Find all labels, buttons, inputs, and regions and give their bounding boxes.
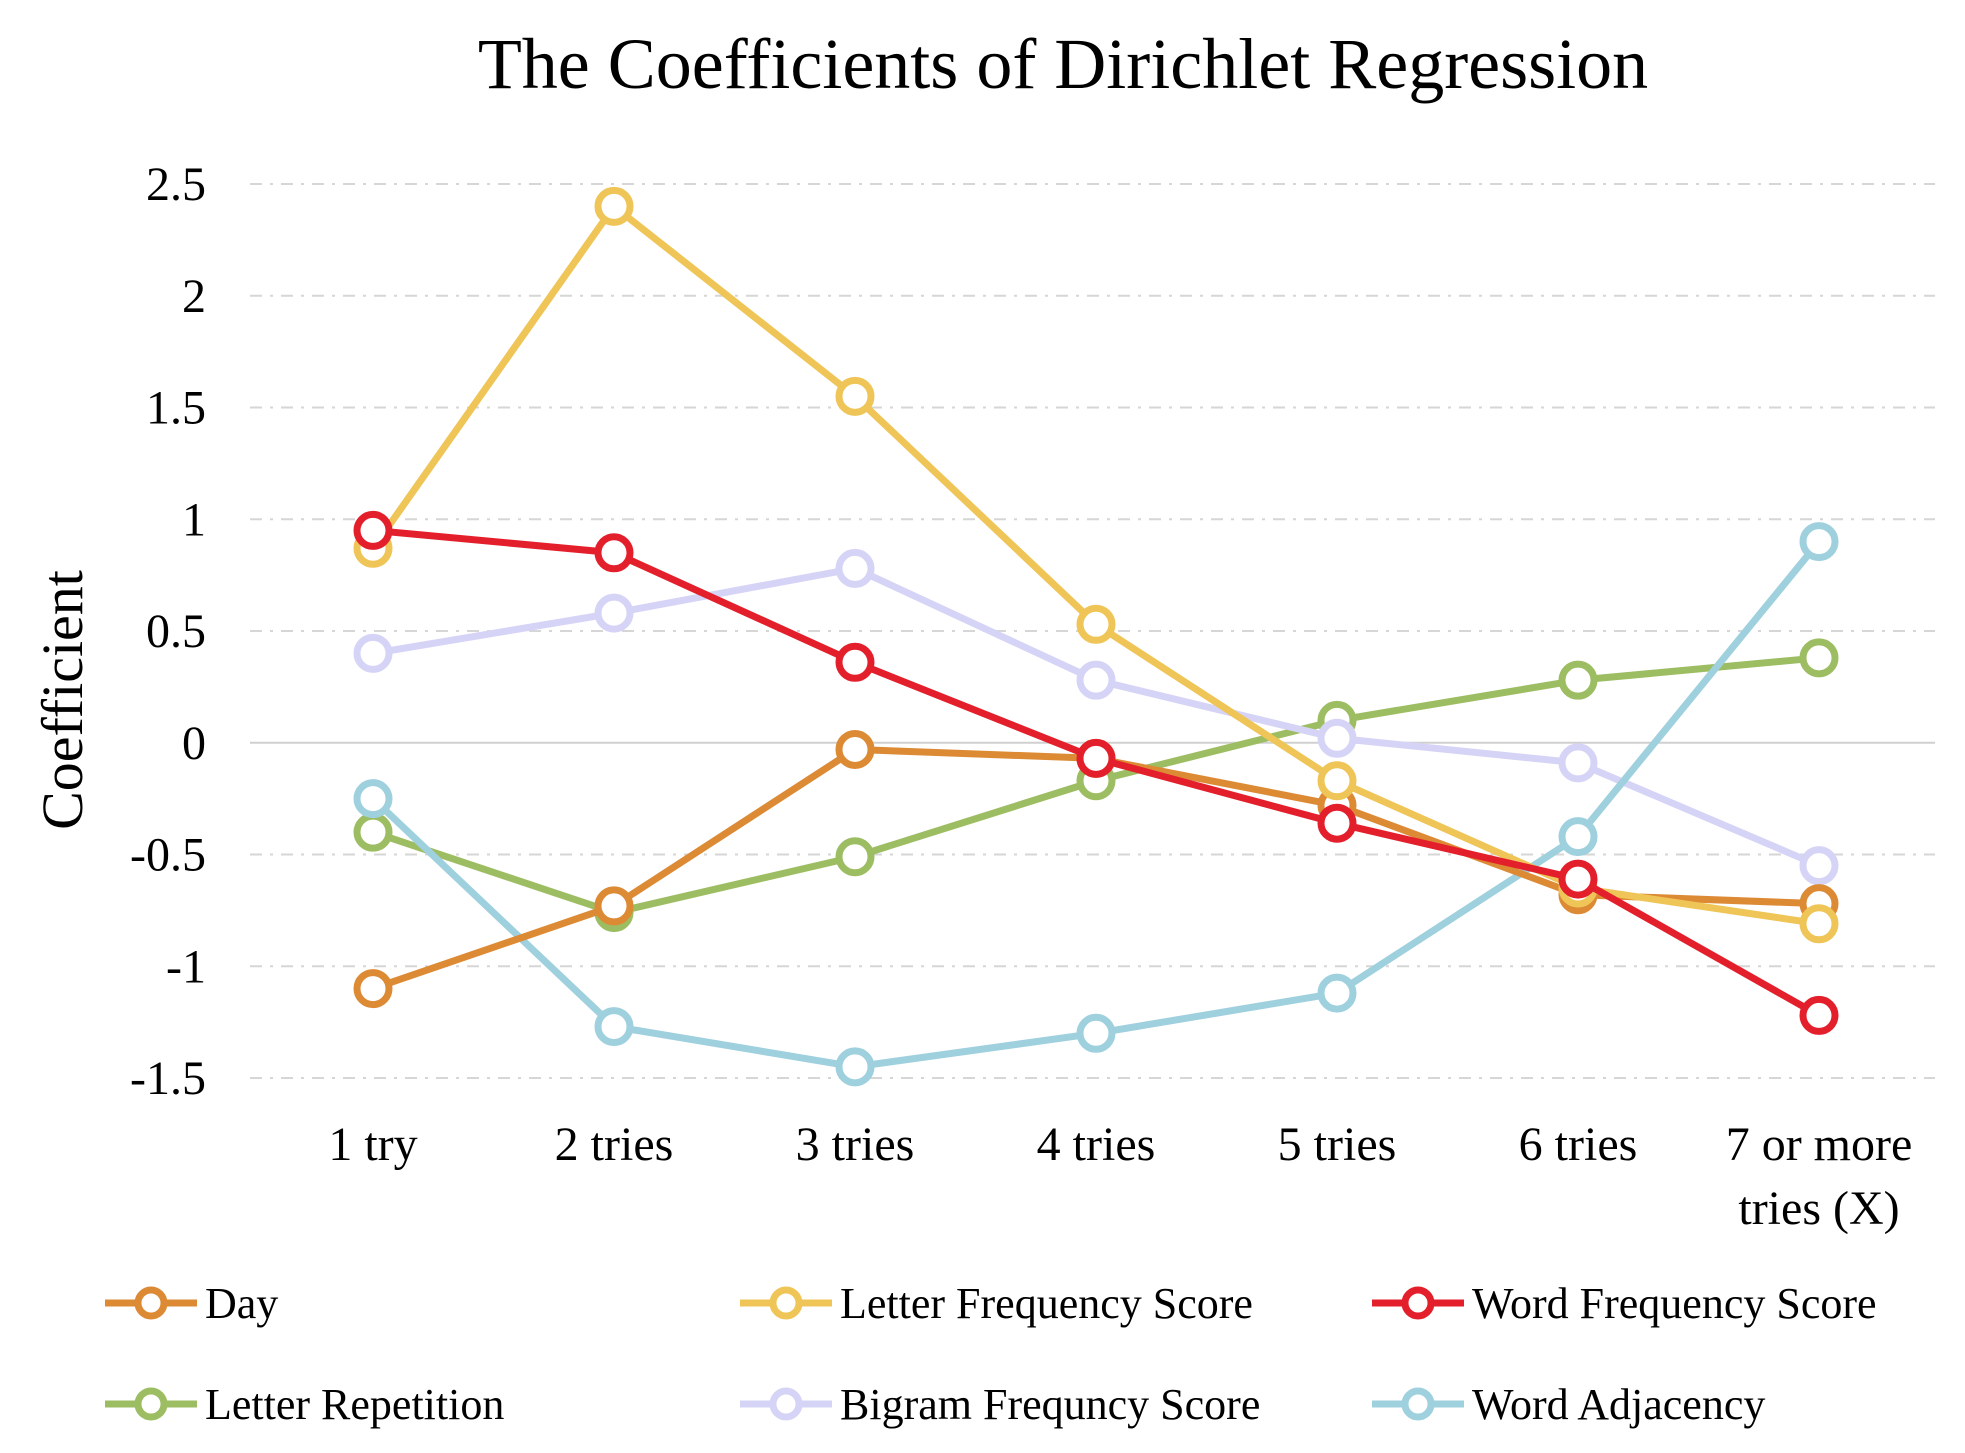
data-point: [835, 642, 875, 682]
x-tick-label: 2 tries: [555, 1118, 674, 1171]
x-tick-label-line: 2 tries: [555, 1118, 674, 1171]
data-point: [594, 186, 634, 226]
data-point: [1799, 846, 1839, 886]
data-point: [1317, 973, 1357, 1013]
y-tick-label: -1.5: [130, 1052, 206, 1105]
legend-item: Bigram Frequncy Score: [740, 1380, 1260, 1429]
x-tick-label: 3 tries: [796, 1118, 915, 1171]
data-point: [1558, 743, 1598, 783]
legend-label: Word Frequency Score: [1472, 1279, 1877, 1328]
legend-label: Bigram Frequncy Score: [840, 1380, 1260, 1429]
legend-marker: [134, 1387, 168, 1421]
data-point: [353, 812, 393, 852]
x-tick-label: 1 try: [328, 1118, 417, 1171]
data-point: [1799, 904, 1839, 944]
data-point: [1317, 718, 1357, 758]
x-tick-label-line: tries (X): [1738, 1182, 1899, 1235]
data-point: [1558, 817, 1598, 857]
x-tick-label-line: 1 try: [328, 1118, 417, 1171]
y-axis-title: Coefficient: [30, 570, 95, 830]
data-point: [594, 533, 634, 573]
legend-label: Word Adjacency: [1472, 1380, 1765, 1429]
data-point: [835, 837, 875, 877]
data-point: [1076, 660, 1116, 700]
series-line: [369, 202, 1823, 928]
data-point: [353, 510, 393, 550]
legend-label: Letter Repetition: [205, 1380, 504, 1429]
y-tick-label: -0.5: [130, 829, 206, 882]
x-tick-label: 7 or more tries (X): [1726, 1118, 1913, 1235]
legend-item: Word Frequency Score: [1372, 1279, 1877, 1328]
y-tick-label: 2: [182, 270, 206, 323]
legend: Day Letter Frequency Score Word Frequency …: [105, 1279, 1877, 1429]
data-point: [1558, 859, 1598, 899]
data-point: [353, 969, 393, 1009]
series-bigram-frequncy-score: [353, 548, 1839, 886]
y-axis-ticks: 2.5 2 1.5 1 0.5 0 -0.5 -1 -1.5: [130, 158, 206, 1105]
x-tick-label-line: 5 tries: [1278, 1118, 1397, 1171]
data-point: [1076, 738, 1116, 778]
data-point: [835, 376, 875, 416]
y-tick-label: 1.5: [146, 382, 206, 435]
legend-item: Letter Repetition: [105, 1380, 504, 1429]
legend-item: Day: [105, 1279, 278, 1328]
x-tick-label-line: 7 or more: [1726, 1118, 1913, 1171]
data-point: [1317, 761, 1357, 801]
legend-item: Word Adjacency: [1372, 1380, 1765, 1429]
data-point: [1317, 803, 1357, 843]
x-tick-label-line: 3 tries: [796, 1118, 915, 1171]
legend-item: Letter Frequency Score: [740, 1279, 1253, 1328]
y-tick-label: 2.5: [146, 158, 206, 211]
data-point: [594, 886, 634, 926]
data-point: [594, 593, 634, 633]
legend-marker: [134, 1286, 168, 1320]
series-word-frequency-score: [353, 510, 1839, 1035]
x-tick-label-line: 4 tries: [1037, 1118, 1156, 1171]
data-point: [353, 779, 393, 819]
legend-label: Day: [205, 1279, 278, 1328]
y-tick-label: 0.5: [146, 605, 206, 658]
x-tick-label: 4 tries: [1037, 1118, 1156, 1171]
data-point: [1799, 522, 1839, 562]
data-point: [1558, 660, 1598, 700]
x-tick-label-line: 6 tries: [1519, 1118, 1638, 1171]
data-point: [353, 633, 393, 673]
legend-marker: [1401, 1387, 1435, 1421]
y-tick-label: 0: [182, 717, 206, 770]
series-word-adjacency: [353, 522, 1839, 1087]
y-tick-label: 1: [182, 493, 206, 546]
data-point: [1799, 995, 1839, 1035]
x-tick-label: 5 tries: [1278, 1118, 1397, 1171]
legend-marker: [1401, 1286, 1435, 1320]
data-point: [1076, 604, 1116, 644]
data-point: [594, 1007, 634, 1047]
data-point: [1076, 1013, 1116, 1053]
data-point: [835, 548, 875, 588]
data-point: [835, 729, 875, 769]
legend-label: Letter Frequency Score: [840, 1279, 1253, 1328]
legend-marker: [769, 1286, 803, 1320]
data-point: [1799, 638, 1839, 678]
series-letter-frequency-score: [353, 186, 1839, 944]
plot-series: [353, 186, 1839, 1087]
legend-marker: [769, 1387, 803, 1421]
x-axis-ticks: 1 try 2 tries 3 tries 4 tries 5 tries 6 tries…: [328, 1118, 1912, 1235]
y-tick-label: -1: [166, 940, 206, 993]
chart-title: The Coefficients of Dirichlet Regression: [478, 24, 1648, 104]
x-tick-label: 6 tries: [1519, 1118, 1638, 1171]
data-point: [835, 1047, 875, 1087]
